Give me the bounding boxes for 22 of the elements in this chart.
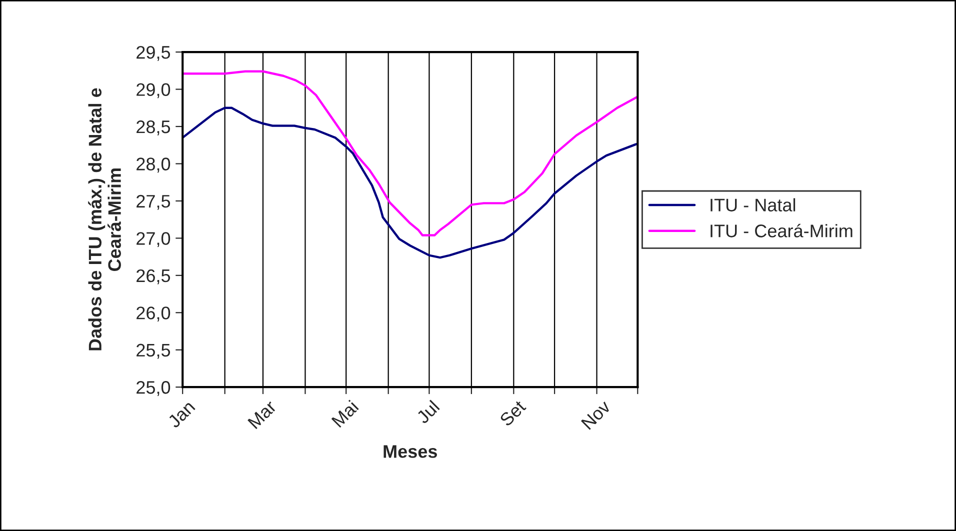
x-axis-title: Meses <box>384 445 437 458</box>
line-series <box>182 70 638 236</box>
x-tick-label: Set <box>499 399 527 427</box>
y-tick-label: 26,5 <box>136 269 170 284</box>
y-tick-label: 29,5 <box>136 46 170 61</box>
y-tick-label: 27,0 <box>136 232 170 248</box>
x-tick-label: Jul <box>415 400 440 424</box>
y-tick-label: 25,5 <box>136 344 170 359</box>
y-tick-label: 28,0 <box>136 158 170 173</box>
x-tick-label: Mar <box>248 400 278 430</box>
y-tick-label: 29,0 <box>136 83 170 98</box>
legend-label: ITU - Natal <box>710 198 796 212</box>
x-tick-label: Nov <box>580 399 612 430</box>
y-tick-label: 26,0 <box>136 306 170 322</box>
y-axis-title: Dados de ITU (máx.) de Natal e Ceará-Mirim <box>88 88 121 350</box>
y-tick-label: 25,0 <box>136 381 170 396</box>
x-tick-label: Jan <box>167 400 196 429</box>
line-series <box>182 106 638 259</box>
y-tick-label: 28,5 <box>136 120 170 136</box>
x-tick-label: Mai <box>330 400 359 428</box>
legend-label: ITU - Ceará-Mirim <box>710 224 852 238</box>
y-tick-label: 27,5 <box>136 194 170 210</box>
